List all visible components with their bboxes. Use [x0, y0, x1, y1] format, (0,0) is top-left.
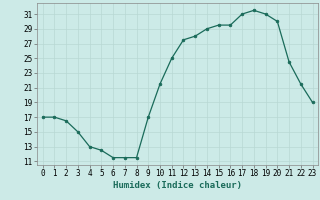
X-axis label: Humidex (Indice chaleur): Humidex (Indice chaleur): [113, 181, 242, 190]
